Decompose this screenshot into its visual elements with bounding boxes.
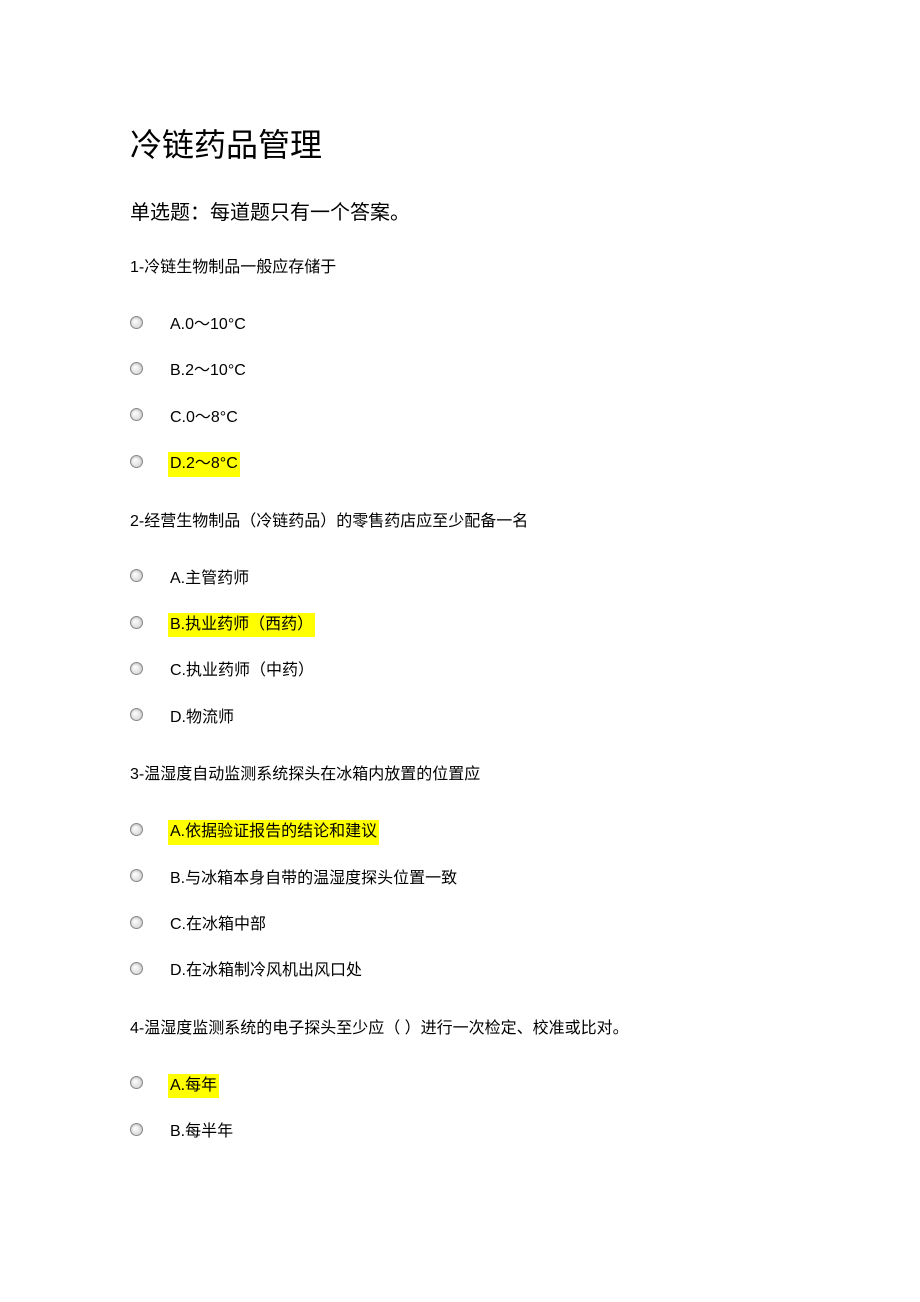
document-title: 冷链药品管理: [130, 120, 790, 166]
option-label-highlighted: A.依据验证报告的结论和建议: [168, 820, 379, 844]
option-radio-1b[interactable]: [130, 362, 143, 375]
option-row: A.每年: [130, 1074, 790, 1098]
option-radio-2b[interactable]: [130, 616, 143, 629]
option-label: B.每半年: [168, 1120, 235, 1144]
option-row: A.0～10°C: [130, 313, 790, 337]
question-block-2: 2-经营生物制品（冷链药品）的零售药店应至少配备一名 A.主管药师 B.执业药师…: [130, 507, 790, 731]
option-row: B.每半年: [130, 1120, 790, 1144]
option-radio-2a[interactable]: [130, 569, 143, 582]
option-label: B.与冰箱本身自带的温湿度探头位置一致: [168, 867, 459, 891]
option-radio-1d[interactable]: [130, 455, 143, 468]
option-row: A.主管药师: [130, 567, 790, 591]
option-label: C.执业药师（中药）: [168, 659, 316, 683]
option-radio-3b[interactable]: [130, 869, 143, 882]
option-label: D.物流师: [168, 706, 236, 730]
option-row: A.依据验证报告的结论和建议: [130, 820, 790, 844]
option-row: C.0～8°C: [130, 406, 790, 430]
option-label-highlighted: D.2～8°C: [168, 452, 240, 476]
option-radio-2c[interactable]: [130, 662, 143, 675]
option-row: C.执业药师（中药）: [130, 659, 790, 683]
question-text: 3-温湿度自动监测系统探头在冰箱内放置的位置应: [130, 760, 790, 784]
option-radio-3d[interactable]: [130, 962, 143, 975]
option-label-highlighted: B.执业药师（西药）: [168, 613, 315, 637]
question-text: 4-温湿度监测系统的电子探头至少应（ ）进行一次检定、校准或比对。: [130, 1014, 790, 1038]
option-radio-1c[interactable]: [130, 408, 143, 421]
option-radio-2d[interactable]: [130, 708, 143, 721]
question-text: 1-冷链生物制品一般应存储于: [130, 253, 790, 277]
option-label: A.主管药师: [168, 567, 251, 591]
option-radio-3c[interactable]: [130, 916, 143, 929]
option-label: A.0～10°C: [168, 313, 248, 337]
option-label: C.0～8°C: [168, 406, 240, 430]
option-row: B.2～10°C: [130, 359, 790, 383]
option-label: D.在冰箱制冷风机出风口处: [168, 959, 364, 983]
option-row: D.物流师: [130, 706, 790, 730]
option-label-highlighted: A.每年: [168, 1074, 219, 1098]
document-subtitle: 单选题：每道题只有一个答案。: [130, 196, 790, 225]
option-radio-4a[interactable]: [130, 1076, 143, 1089]
option-radio-3a[interactable]: [130, 823, 143, 836]
option-label: B.2～10°C: [168, 359, 248, 383]
option-row: B.执业药师（西药）: [130, 613, 790, 637]
question-block-4: 4-温湿度监测系统的电子探头至少应（ ）进行一次检定、校准或比对。 A.每年 B…: [130, 1014, 790, 1145]
question-text: 2-经营生物制品（冷链药品）的零售药店应至少配备一名: [130, 507, 790, 531]
option-row: D.2～8°C: [130, 452, 790, 476]
question-block-1: 1-冷链生物制品一般应存储于 A.0～10°C B.2～10°C C.0～8°C…: [130, 253, 790, 477]
option-radio-1a[interactable]: [130, 316, 143, 329]
question-block-3: 3-温湿度自动监测系统探头在冰箱内放置的位置应 A.依据验证报告的结论和建议 B…: [130, 760, 790, 984]
option-row: B.与冰箱本身自带的温湿度探头位置一致: [130, 867, 790, 891]
option-label: C.在冰箱中部: [168, 913, 268, 937]
option-row: C.在冰箱中部: [130, 913, 790, 937]
option-radio-4b[interactable]: [130, 1123, 143, 1136]
option-row: D.在冰箱制冷风机出风口处: [130, 959, 790, 983]
